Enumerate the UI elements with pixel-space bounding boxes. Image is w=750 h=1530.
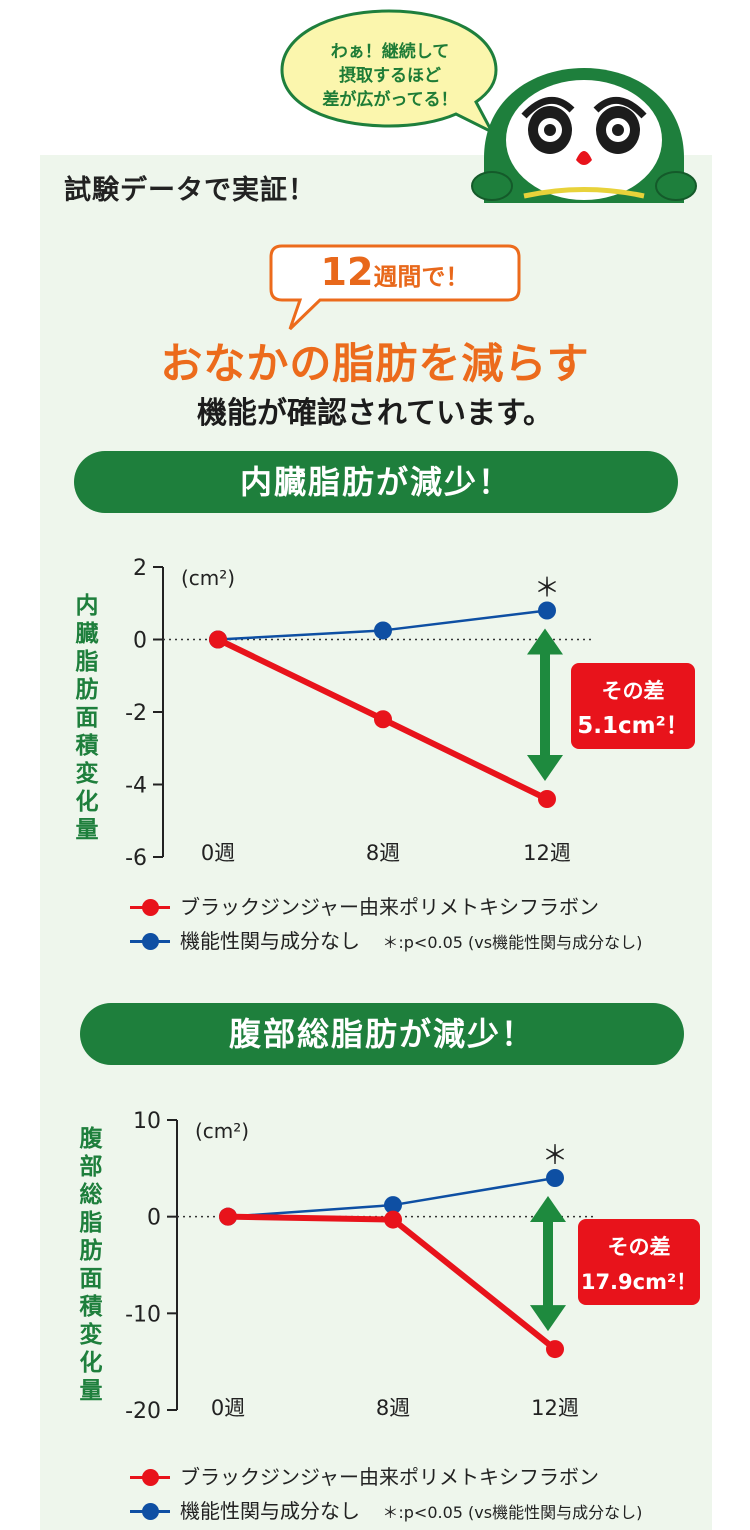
data-point-blue (374, 621, 392, 640)
y-tick-label: -2 (125, 701, 147, 726)
chart1-legend: ブラックジンジャー由来ポリメトキシフラボン 機能性関与成分なし ＊:p<0.05… (130, 890, 642, 958)
legend-item-red: ブラックジンジャー由来ポリメトキシフラボン (130, 890, 642, 924)
legend-label-red: ブラックジンジャー由来ポリメトキシフラボン (180, 1465, 599, 1489)
difference-arrow-head-up (530, 1196, 566, 1222)
chart1-ylabel: 内臓脂肪面積 変化量 (75, 593, 99, 843)
difference-box (578, 1219, 700, 1305)
callout-text: 12週間で！ (270, 250, 520, 294)
chart2-legend: ブラックジンジャー由来ポリメトキシフラボン 機能性関与成分なし ＊:p<0.05… (130, 1460, 642, 1528)
significance-star: ＊ (534, 574, 560, 604)
data-point-red (374, 710, 392, 729)
y-tick-label: 10 (133, 1109, 161, 1134)
data-point-blue (384, 1196, 402, 1215)
difference-box (571, 663, 695, 749)
legend-dot-red (142, 899, 159, 916)
x-tick-label: 0週 (201, 841, 235, 865)
series-line-red (227, 1213, 557, 1352)
legend-label-blue: 機能性関与成分なし (180, 1499, 360, 1523)
headline: おなかの脂肪を減らす (160, 339, 590, 388)
callout-number: 12 (320, 250, 374, 294)
y-tick-label: -6 (125, 846, 147, 871)
data-point-red (219, 1207, 237, 1226)
difference-value: 5.1cm²！ (577, 713, 688, 739)
data-point-red (538, 790, 556, 808)
legend-item-red: ブラックジンジャー由来ポリメトキシフラボン (130, 1460, 642, 1494)
legend-label-blue: 機能性関与成分なし (180, 929, 360, 953)
y-tick-label: 0 (147, 1206, 161, 1231)
chart2-plot: 10 0 -10 -20 (cm²) 0週 8週 12週 ＊ その差 17.9cm²！ (125, 1109, 700, 1424)
legend-label-red: ブラックジンジャー由来ポリメトキシフラボン (180, 895, 599, 919)
data-point-red (384, 1210, 402, 1229)
data-point-blue (538, 601, 556, 620)
difference-value: 17.9cm²！ (581, 1270, 697, 1294)
difference-arrow-head-down (530, 1305, 566, 1332)
chart1-plot: 2 0 -2 -4 -6 (cm²) 0週 8週 12週 ＊ その差 5.1cm²！ (125, 556, 695, 871)
difference-label: その差 (602, 679, 665, 703)
data-point-red (209, 630, 227, 649)
x-tick-label: 12週 (531, 1396, 579, 1420)
legend-item-blue: 機能性関与成分なし ＊:p<0.05 (vs機能性関与成分なし) (130, 924, 642, 958)
legend-dot-blue (142, 933, 159, 950)
difference-arrow-head-up (527, 628, 563, 655)
legend-dot-red (142, 1469, 159, 1486)
difference-arrow-head-down (527, 755, 563, 781)
x-tick-label: 12週 (523, 841, 571, 865)
callout-bubble (269, 244, 521, 331)
section-tab (40, 155, 380, 207)
section-tab-label: 試験データで実証！ (64, 175, 316, 206)
x-tick-label: 0週 (211, 1396, 245, 1420)
x-tick-label: 8週 (366, 841, 400, 865)
chart1-title-pill: 内臓脂肪が減少！ (74, 451, 678, 513)
speech-bubble-text: わぁ！継続して 摂取するほど 差が広がってる！ (322, 42, 458, 110)
y-tick-label: -10 (125, 1302, 161, 1327)
difference-label: その差 (608, 1235, 671, 1259)
significance-note: ＊:p<0.05 (vs機能性関与成分なし) (382, 1503, 643, 1522)
y-tick-label: 2 (133, 556, 147, 581)
chart2-ylabel: 腹部総脂肪面積 変化量 (79, 1126, 103, 1404)
subheadline: 機能が確認されています。 (196, 396, 554, 431)
unit-label: (cm²) (195, 1119, 249, 1143)
legend-item-blue: 機能性関与成分なし ＊:p<0.05 (vs機能性関与成分なし) (130, 1494, 642, 1528)
data-point-blue (546, 1169, 564, 1187)
legend-dot-blue (142, 1503, 159, 1520)
unit-label: (cm²) (181, 566, 235, 590)
daruma-mascot-icon (471, 68, 697, 203)
significance-note: ＊:p<0.05 (vs機能性関与成分なし) (382, 933, 643, 952)
chart2-title-pill: 腹部総脂肪が減少！ (80, 1003, 684, 1065)
speech-bubble (280, 9, 498, 134)
x-tick-label: 8週 (376, 1396, 410, 1420)
callout-label: 週間で！ (373, 263, 470, 291)
data-point-red (546, 1340, 564, 1359)
significance-star: ＊ (542, 1141, 568, 1171)
y-tick-label: -20 (125, 1399, 161, 1424)
y-tick-label: 0 (133, 629, 147, 654)
y-tick-label: -4 (125, 774, 147, 799)
